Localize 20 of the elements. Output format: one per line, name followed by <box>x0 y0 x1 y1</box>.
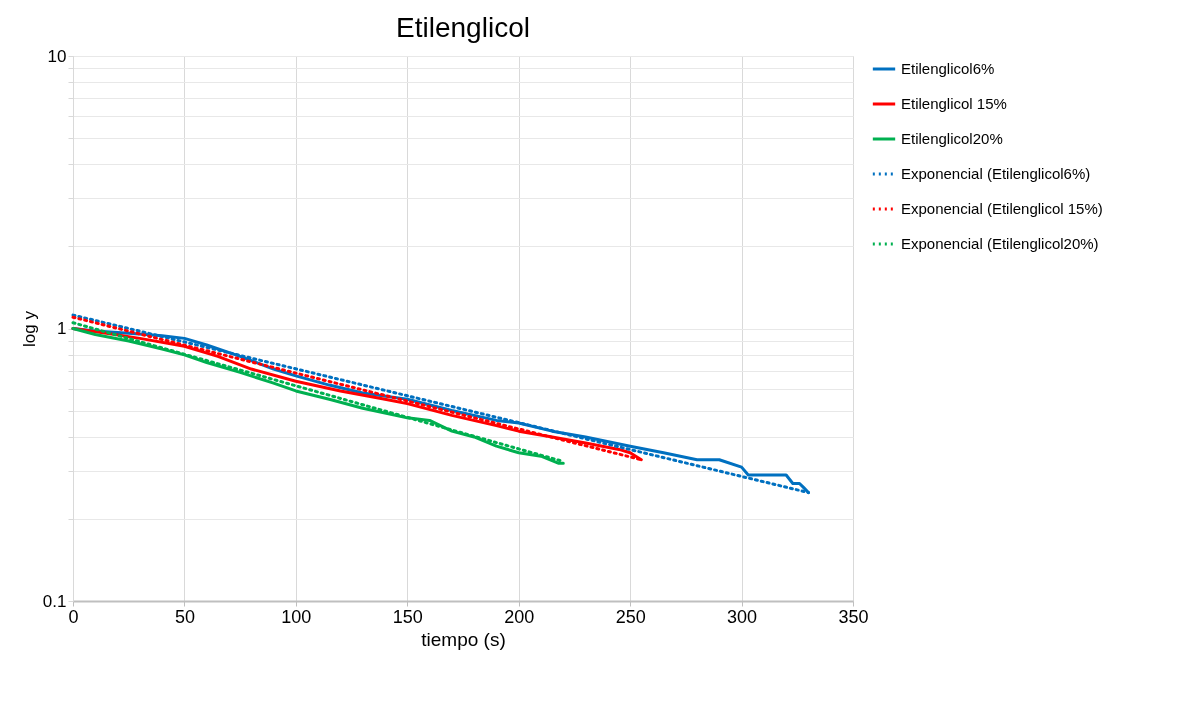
legend-label: Etilenglicol 15% <box>901 95 1007 112</box>
chart-title: Etilenglicol <box>396 12 530 43</box>
legend-label: Exponencial (Etilenglicol 15%) <box>901 200 1103 217</box>
x-axis-title: tiempo (s) <box>421 628 506 650</box>
x-tick-label: 300 <box>727 606 758 627</box>
x-tick-label: 250 <box>615 606 646 627</box>
y-tick-label: 1 <box>57 319 67 338</box>
y-tick-label: 0.1 <box>42 591 67 611</box>
y-axis-title: log y <box>19 310 39 347</box>
x-tick-label: 150 <box>392 606 423 627</box>
legend-label: Exponencial (Etilenglicol20%) <box>901 235 1099 252</box>
y-tick-label: 10 <box>47 46 67 66</box>
x-tick-label: 0 <box>68 606 79 627</box>
x-tick-label: 350 <box>838 606 869 627</box>
x-tick-label: 200 <box>504 606 535 627</box>
legend-label: Etilenglicol6% <box>901 60 995 77</box>
legend-label: Etilenglicol20% <box>901 130 1003 147</box>
x-tick-label: 100 <box>281 606 312 627</box>
x-tick-label: 50 <box>174 606 195 627</box>
legend-label: Exponencial (Etilenglicol6%) <box>901 165 1091 182</box>
